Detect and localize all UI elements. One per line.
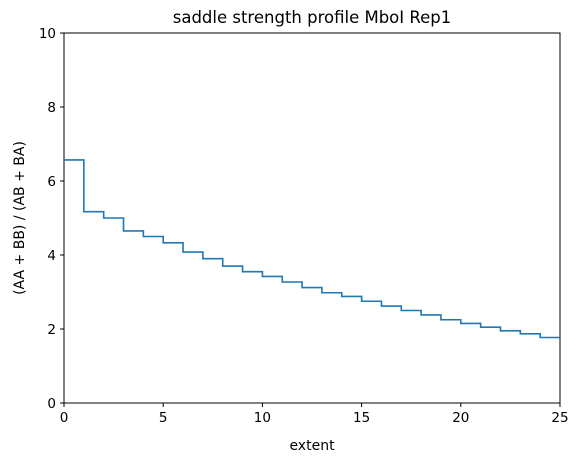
y-tick-label: 8 bbox=[47, 100, 56, 116]
series-layer bbox=[64, 159, 560, 339]
x-tick-label: 10 bbox=[254, 410, 271, 426]
plot-frame bbox=[63, 32, 561, 404]
x-tick-label: 5 bbox=[159, 410, 168, 426]
x-tick-label: 25 bbox=[551, 410, 568, 426]
x-tick-label: 0 bbox=[60, 410, 69, 426]
y-tick-label: 6 bbox=[47, 174, 56, 190]
x-axis-label: extent bbox=[289, 438, 335, 454]
y-axis-label: (AA + BB) / (AB + BA) bbox=[12, 141, 28, 295]
y-tick-label: 4 bbox=[47, 248, 56, 264]
plot-area bbox=[63, 32, 561, 404]
y-tick-label: 2 bbox=[47, 322, 56, 338]
x-axis: 0 5 10 15 20 25 bbox=[60, 403, 569, 426]
y-tick-label: 10 bbox=[39, 26, 56, 42]
y-axis: 0 2 4 6 8 10 bbox=[39, 26, 64, 412]
x-tick-label: 20 bbox=[452, 410, 469, 426]
x-tick-label: 15 bbox=[353, 410, 370, 426]
chart-title: saddle strength profile MboI Rep1 bbox=[173, 8, 452, 27]
y-tick-label: 0 bbox=[47, 396, 56, 412]
series-line bbox=[64, 159, 560, 339]
